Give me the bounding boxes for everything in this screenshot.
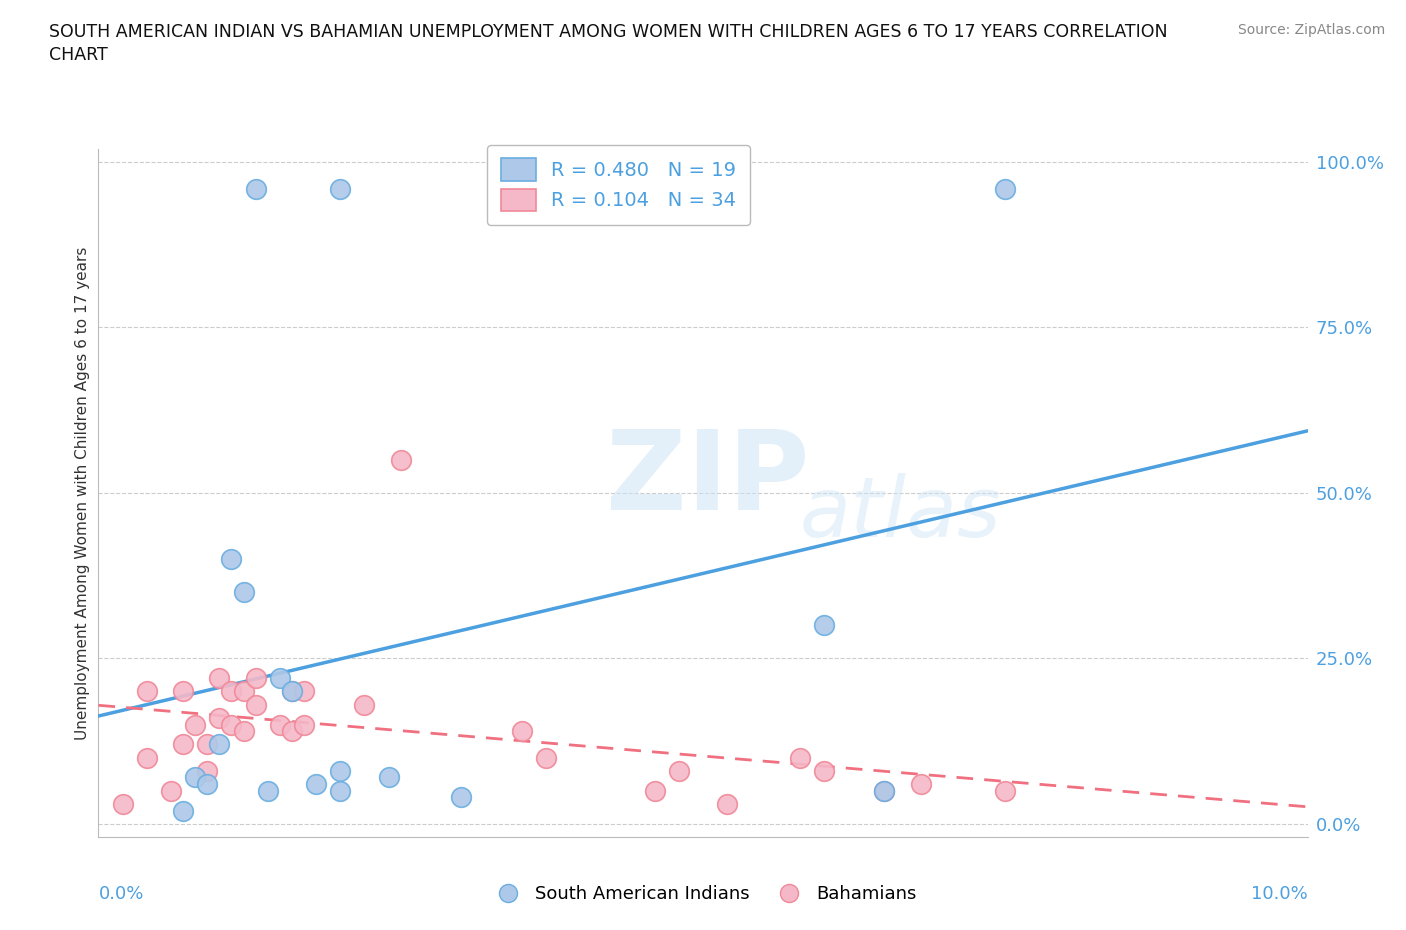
Point bbox=[184, 770, 207, 785]
Point bbox=[269, 671, 291, 685]
Point bbox=[195, 737, 218, 751]
Point bbox=[221, 684, 243, 698]
Point bbox=[292, 717, 315, 732]
Point bbox=[292, 684, 315, 698]
Point bbox=[813, 764, 835, 778]
Point bbox=[135, 751, 157, 765]
Text: CHART: CHART bbox=[49, 46, 108, 64]
Point bbox=[184, 717, 207, 732]
Text: 0.0%: 0.0% bbox=[98, 885, 143, 903]
Legend: South American Indians, Bahamians: South American Indians, Bahamians bbox=[482, 878, 924, 910]
Text: atlas: atlas bbox=[800, 473, 1001, 554]
Point bbox=[245, 671, 267, 685]
Point bbox=[232, 585, 254, 600]
Point bbox=[910, 777, 932, 791]
Point bbox=[994, 181, 1017, 196]
Point bbox=[208, 671, 231, 685]
Text: Source: ZipAtlas.com: Source: ZipAtlas.com bbox=[1237, 23, 1385, 37]
Point bbox=[389, 452, 412, 467]
Point bbox=[172, 804, 194, 818]
Point bbox=[668, 764, 690, 778]
Text: SOUTH AMERICAN INDIAN VS BAHAMIAN UNEMPLOYMENT AMONG WOMEN WITH CHILDREN AGES 6 : SOUTH AMERICAN INDIAN VS BAHAMIAN UNEMPL… bbox=[49, 23, 1168, 41]
Point bbox=[534, 751, 557, 765]
Point bbox=[281, 724, 304, 738]
Point bbox=[245, 181, 267, 196]
Point bbox=[269, 717, 291, 732]
Text: ZIP: ZIP bbox=[606, 426, 810, 533]
Point bbox=[873, 783, 896, 798]
Point bbox=[221, 551, 243, 566]
Point bbox=[232, 724, 254, 738]
Point bbox=[245, 698, 267, 712]
Point bbox=[172, 737, 194, 751]
Point bbox=[716, 796, 738, 811]
Point bbox=[208, 737, 231, 751]
Point bbox=[329, 783, 352, 798]
Point bbox=[873, 783, 896, 798]
Text: 10.0%: 10.0% bbox=[1251, 885, 1308, 903]
Point bbox=[111, 796, 134, 811]
Point bbox=[172, 684, 194, 698]
Point bbox=[221, 717, 243, 732]
Point bbox=[208, 711, 231, 725]
Point bbox=[329, 764, 352, 778]
Point bbox=[256, 783, 278, 798]
Point bbox=[281, 684, 304, 698]
Point bbox=[994, 783, 1017, 798]
Point bbox=[135, 684, 157, 698]
Y-axis label: Unemployment Among Women with Children Ages 6 to 17 years: Unemployment Among Women with Children A… bbox=[75, 246, 90, 739]
Point bbox=[329, 181, 352, 196]
Point bbox=[160, 783, 183, 798]
Point bbox=[813, 618, 835, 632]
Point bbox=[305, 777, 328, 791]
Point bbox=[510, 724, 533, 738]
Point bbox=[232, 684, 254, 698]
Point bbox=[377, 770, 399, 785]
Point bbox=[789, 751, 811, 765]
Point bbox=[195, 777, 218, 791]
Point bbox=[644, 783, 666, 798]
Point bbox=[195, 764, 218, 778]
Point bbox=[450, 790, 472, 804]
Point bbox=[281, 684, 304, 698]
Point bbox=[353, 698, 375, 712]
